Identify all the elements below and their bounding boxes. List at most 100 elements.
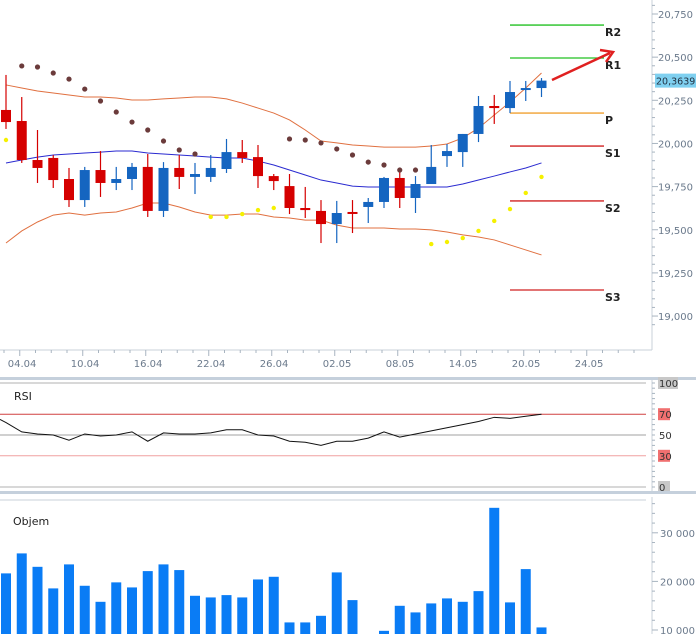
volume-bar [520,569,531,634]
candle-body [142,166,153,211]
price-tick-label: 19,750 [658,183,693,194]
candle-up [331,200,342,244]
candle-body [1,109,11,123]
volume-title: Objem [13,515,49,528]
moving-average-line [5,150,542,188]
sar-dot [444,239,450,245]
candle-body [111,179,122,183]
candle-body [48,157,59,181]
price-tick-label: 20,500 [658,53,693,64]
price-tick-label: 19,250 [658,269,693,280]
sar-dot [460,235,465,241]
sar-dot [302,137,308,143]
rsi-level-tag [658,449,670,462]
candle-up [520,80,531,101]
sar-dot [381,162,387,168]
sar-dot [507,206,513,212]
price-tick-label: 20,000 [658,139,693,150]
candle-body [379,177,389,202]
volume-bar [79,585,90,634]
candle-body [253,157,263,177]
volume-bar [347,600,358,634]
rsi-tick-label: 30 [659,452,672,463]
volume-bar [48,588,59,634]
candle-down [95,151,106,197]
volume-bar [426,603,437,634]
volume-bar [253,579,263,634]
sar-dot [240,211,245,217]
candle-up [473,95,484,143]
volume-tick-label: 20 000 [660,577,695,588]
candle-down [489,94,500,124]
x-tick-label: 20.05 [512,359,541,370]
volume-bar [536,627,547,634]
volume-bar [16,553,27,634]
sar-dot [129,119,135,125]
candle-down [1,74,11,129]
volume-bar [284,622,295,634]
volume-bar [473,591,484,634]
x-tick-label: 16.04 [134,359,163,370]
candle-down [32,129,43,183]
candle-up [221,138,232,173]
pivot-label-r1: R1 [605,59,621,72]
candle-body [442,151,452,157]
candle-body [363,201,374,207]
volume-bar [127,587,137,634]
volume-tick-label: 30 000 [660,529,695,540]
sar-dot [97,98,104,104]
x-tick-label: 14.05 [449,359,478,370]
candle-body [536,80,547,89]
volume-panel: 30 000 20 000 10 000 Objem [0,497,695,634]
candle-down [48,155,59,188]
volume-bar [174,570,185,634]
candle-down [253,145,263,188]
rsi-tick-label: 100 [659,379,678,390]
candle-down [268,174,279,191]
candle-body [520,88,531,91]
candle-body [205,167,216,177]
candle-body [158,167,169,211]
candle-up [426,145,437,185]
rsi-level-tag [658,377,678,389]
last-price-tag [655,73,696,88]
volume-bar [221,595,232,634]
candle-up [79,166,90,207]
volume-bar [111,582,122,634]
candle-body [300,208,311,211]
candle-up [158,162,169,217]
candle-body [190,174,200,177]
pivot-label-s3: S3 [605,291,621,304]
rsi-tick-label: 70 [659,410,672,421]
candle-down [16,97,27,163]
sar-dot [365,159,371,165]
sar-dot [208,214,213,220]
candle-down [284,174,295,215]
candle-body [95,170,106,183]
pivot-label-s2: S2 [605,202,621,215]
sar-dot [50,70,56,76]
sar-dot [429,241,434,247]
sar-dot [192,151,198,157]
candle-up [111,166,122,191]
volume-bar [394,605,405,634]
rsi-line [0,413,542,446]
rsi-panel: 100 70 50 30 0 RSI [0,377,696,494]
x-tick-label: 10.04 [71,359,100,370]
candle-body [268,176,279,182]
candle-body [284,186,295,209]
sar-dot [34,64,41,70]
volume-bar [1,573,11,634]
volume-bar [457,601,468,634]
bollinger-upper-line [5,72,542,148]
sar-dot [318,140,324,146]
volume-tick-label: 10 000 [660,626,695,634]
sar-dot [349,152,356,158]
price-panel: 20,750 20,500 20,250 20,000 19,750 19,500 19,2… [0,0,696,351]
sar-dot [176,147,182,153]
rsi-tick-label: 50 [659,431,672,442]
candle-body [221,152,232,169]
candle-down [237,139,248,163]
volume-bar [190,595,200,634]
volume-bar [237,597,248,634]
